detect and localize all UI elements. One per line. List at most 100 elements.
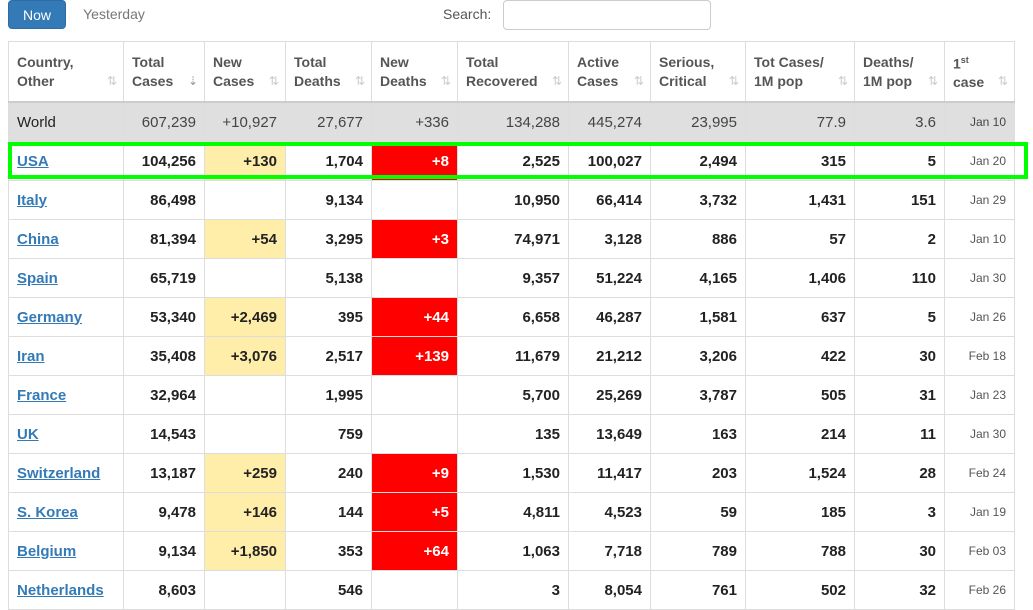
column-header-9[interactable]: Deaths/1M pop ⇅ xyxy=(854,41,945,103)
column-header-6[interactable]: Active Cases ⇅ xyxy=(568,41,651,103)
sort-icon[interactable]: ⇣ xyxy=(187,74,198,88)
header-line1: Country, xyxy=(17,53,74,70)
cell-col-9: 11 xyxy=(854,414,945,454)
cell-col-1: 53,340 xyxy=(123,297,205,337)
column-header-4[interactable]: New Deaths ⇅ xyxy=(371,41,458,103)
cell-col-2: +146 xyxy=(204,492,286,532)
column-header-5[interactable]: Total Recovered ⇅ xyxy=(457,41,569,103)
cell-col-0[interactable]: UK xyxy=(8,414,124,454)
header-line1: 1 xyxy=(953,55,961,72)
sort-icon[interactable]: ⇅ xyxy=(927,74,938,88)
search-input[interactable] xyxy=(503,0,711,30)
cell-col-5: 4,811 xyxy=(457,492,569,532)
country-link[interactable]: Switzerland xyxy=(17,464,101,482)
cell-col-0[interactable]: France xyxy=(8,375,124,415)
column-header-1[interactable]: Total Cases ⇣ xyxy=(123,41,205,103)
cell-col-10: Jan 30 xyxy=(944,414,1015,454)
cell-col-7: 789 xyxy=(650,531,746,571)
cell-col-5: 74,971 xyxy=(457,219,569,259)
cell-col-3: 353 xyxy=(285,531,372,571)
cell-col-8: 315 xyxy=(745,141,855,181)
cell-col-10: Feb 18 xyxy=(944,336,1015,376)
country-link[interactable]: UK xyxy=(17,425,39,443)
cell-col-0[interactable]: Switzerland xyxy=(8,453,124,493)
header-line2: Cases xyxy=(132,72,174,89)
cell-col-3: 546 xyxy=(285,570,372,610)
toolbar: Now Yesterday Search: xyxy=(0,0,1033,32)
cell-col-7: 886 xyxy=(650,219,746,259)
sort-icon[interactable]: ⇅ xyxy=(440,74,451,88)
cell-col-10: Feb 03 xyxy=(944,531,1015,571)
cell-col-0[interactable]: Netherlands xyxy=(8,570,124,610)
cell-col-2: +3,076 xyxy=(204,336,286,376)
sort-icon[interactable]: ⇅ xyxy=(268,74,279,88)
country-link[interactable]: China xyxy=(17,230,59,248)
cell-col-3: 395 xyxy=(285,297,372,337)
cell-col-0[interactable]: China xyxy=(8,219,124,259)
sort-icon[interactable]: ⇅ xyxy=(354,74,365,88)
cell-col-9: 3.6 xyxy=(854,101,945,142)
cell-col-4: +8 xyxy=(371,141,458,181)
cell-col-2 xyxy=(204,570,286,610)
country-link[interactable]: Belgium xyxy=(17,542,77,560)
sort-icon[interactable]: ⇅ xyxy=(551,74,562,88)
country-link[interactable]: S. Korea xyxy=(17,503,78,521)
cell-col-6: 3,128 xyxy=(568,219,651,259)
sort-icon[interactable]: ⇅ xyxy=(106,74,117,88)
yesterday-button[interactable]: Yesterday xyxy=(83,6,145,22)
cell-col-10: Jan 29 xyxy=(944,180,1015,220)
column-header-8[interactable]: Tot Cases/1M pop ⇅ xyxy=(745,41,855,103)
sort-icon[interactable]: ⇅ xyxy=(633,74,644,88)
country-link[interactable]: Spain xyxy=(17,269,58,287)
column-header-0[interactable]: Country, Other ⇅ xyxy=(8,41,124,103)
cell-col-9: 5 xyxy=(854,297,945,337)
cell-col-0[interactable]: USA xyxy=(8,141,124,181)
cell-col-5: 134,288 xyxy=(457,101,569,142)
header-line2: Cases xyxy=(213,72,255,89)
cell-col-3: 759 xyxy=(285,414,372,454)
cell-col-1: 14,543 xyxy=(123,414,205,454)
cell-col-2 xyxy=(204,375,286,415)
table-row: Iran 35,408 +3,076 2,517 +139 11,679 21,212 3,2… xyxy=(8,336,1015,376)
now-button[interactable]: Now xyxy=(8,0,66,29)
table-row: UK 14,543 759 135 13,649 163 214 11 Jan 30 xyxy=(8,414,1015,454)
cell-col-0[interactable]: Germany xyxy=(8,297,124,337)
header-line1: Serious, xyxy=(659,53,715,70)
cell-col-0[interactable]: Iran xyxy=(8,336,124,376)
country-link[interactable]: France xyxy=(17,386,67,404)
cell-col-3: 1,995 xyxy=(285,375,372,415)
table-row: S. Korea 9,478 +146 144 +5 4,811 4,523 59 185 3 Ja… xyxy=(8,492,1015,532)
cell-col-9: 30 xyxy=(854,531,945,571)
column-header-3[interactable]: Total Deaths ⇅ xyxy=(285,41,372,103)
sort-icon[interactable]: ⇅ xyxy=(837,74,848,88)
column-header-2[interactable]: New Cases ⇅ xyxy=(204,41,286,103)
cell-col-1: 9,134 xyxy=(123,531,205,571)
country-link[interactable]: Germany xyxy=(17,308,83,326)
country-link[interactable]: Netherlands xyxy=(17,581,104,599)
cell-col-8: 502 xyxy=(745,570,855,610)
cell-col-1: 13,187 xyxy=(123,453,205,493)
column-header-7[interactable]: Serious, Critical ⇅ xyxy=(650,41,746,103)
cell-col-2: +54 xyxy=(204,219,286,259)
cell-col-0[interactable]: Italy xyxy=(8,180,124,220)
sort-icon[interactable]: ⇅ xyxy=(997,74,1008,88)
country-link[interactable]: Iran xyxy=(17,347,45,365)
cell-col-10: Jan 30 xyxy=(944,258,1015,298)
cell-col-0[interactable]: S. Korea xyxy=(8,492,124,532)
country-link[interactable]: Italy xyxy=(17,191,48,209)
header-line2: Recovered xyxy=(466,72,538,89)
cell-col-0[interactable]: Belgium xyxy=(8,531,124,571)
header-line1: Total xyxy=(294,53,327,70)
cell-col-9: 28 xyxy=(854,453,945,493)
cell-col-6: 46,287 xyxy=(568,297,651,337)
sort-icon[interactable]: ⇅ xyxy=(728,74,739,88)
cell-col-9: 32 xyxy=(854,570,945,610)
cell-col-3: 27,677 xyxy=(285,101,372,142)
header-line2: Deaths xyxy=(380,72,427,89)
header-sup: st xyxy=(960,54,969,65)
cell-col-0[interactable]: Spain xyxy=(8,258,124,298)
country-link[interactable]: USA xyxy=(17,152,49,170)
cell-col-6: 7,718 xyxy=(568,531,651,571)
column-header-10[interactable]: 1st case ⇅ xyxy=(944,41,1015,103)
cell-col-6: 66,414 xyxy=(568,180,651,220)
